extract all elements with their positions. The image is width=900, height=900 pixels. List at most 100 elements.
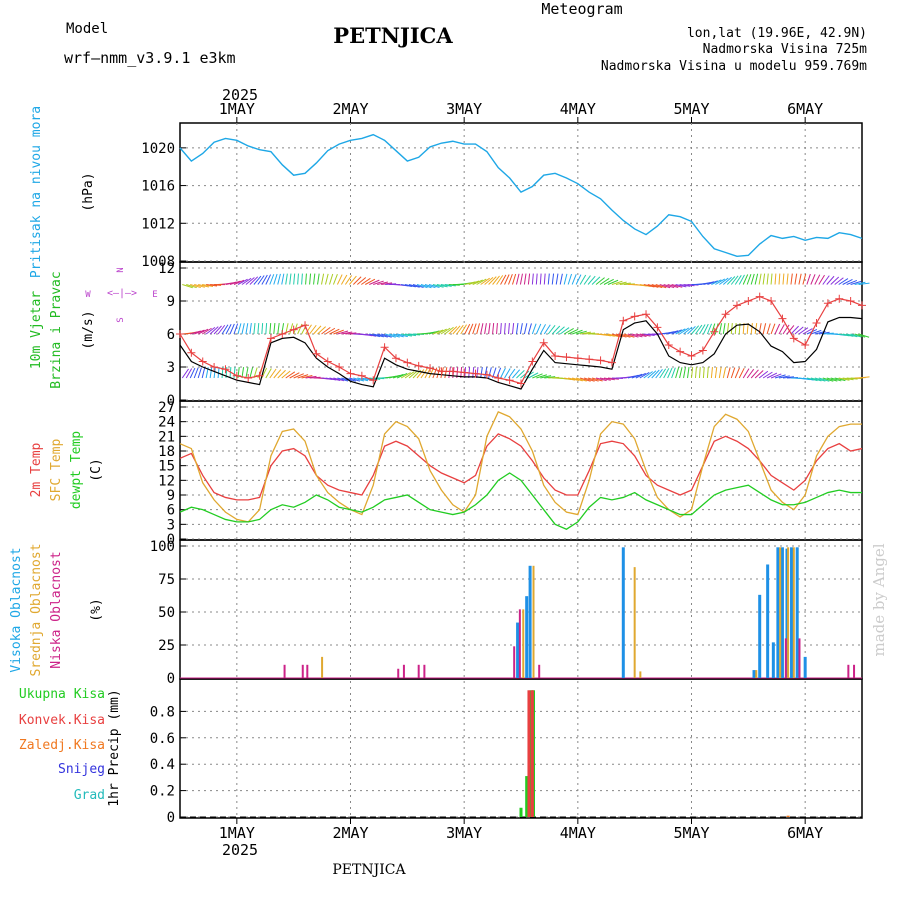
- low-cloud-title: Niska Oblacnost: [49, 551, 64, 668]
- wind-arrow: [567, 328, 579, 335]
- wind-arrow: [718, 323, 723, 335]
- wind-arrow: [527, 323, 532, 335]
- wind-gust-marker: [244, 374, 253, 382]
- wind-arrow: [273, 369, 282, 379]
- day-label-top: 5MAY: [673, 100, 709, 118]
- wind-gust-marker: [653, 323, 662, 332]
- y-tick-label: 24: [158, 415, 175, 431]
- wind-arrow: [591, 276, 601, 285]
- wind-arrow: [643, 333, 655, 337]
- panel-frames: [179, 122, 863, 819]
- wind-gust-marker: [357, 371, 366, 380]
- wind-arrow: [746, 322, 749, 335]
- y-tick-label: 9: [167, 294, 175, 310]
- y-tick-label: 1012: [141, 216, 175, 232]
- model-elevation-text: Nadmorska Visina u modelu 959.769m: [601, 59, 867, 74]
- wind-arrow: [583, 275, 591, 285]
- y-tick-label: 1008: [141, 254, 175, 270]
- wind-gust-marker: [732, 301, 741, 310]
- wind-arrow: [277, 369, 286, 379]
- wind-arrow: [730, 275, 739, 285]
- low-cloud-bar: [417, 664, 420, 678]
- wind-gust-marker: [301, 321, 310, 330]
- y-tick-label: 6: [167, 327, 175, 343]
- legend-hail: Grad: [74, 788, 105, 803]
- wind-arrow: [237, 278, 248, 285]
- panel-labels: Pritisak na nivou mora (hPa) 10m Vjetar …: [9, 106, 158, 807]
- wind-arrow: [309, 273, 312, 285]
- y-tick-label: 27: [158, 400, 175, 416]
- wind-gust-marker: [198, 357, 207, 366]
- day-label-top: 4MAY: [560, 100, 596, 118]
- wind-gust-marker: [232, 371, 241, 380]
- wind-arrow: [512, 369, 521, 379]
- wind-arrow: [814, 274, 821, 285]
- low-cloud-bar: [518, 609, 521, 678]
- wind-arrow: [750, 369, 759, 379]
- dew-title: dewpt Temp: [69, 431, 84, 509]
- wind-arrow: [655, 369, 663, 379]
- wind-arrow: [241, 323, 245, 335]
- wind-arrow: [253, 275, 262, 285]
- elevation-text: Nadmorska Visina 725m: [703, 42, 868, 57]
- wind-gust-marker: [210, 363, 219, 371]
- wind-arrow: [182, 284, 193, 289]
- wind-arrow: [539, 273, 542, 285]
- wind-arrow: [802, 328, 813, 335]
- wind-arrow: [694, 366, 697, 379]
- day-label-bottom: 2MAY: [332, 824, 368, 842]
- wind-arrow: [754, 273, 759, 285]
- wind-gust-marker: [630, 312, 639, 321]
- wind-arrow: [353, 377, 365, 382]
- wind-gust-marker: [744, 297, 753, 305]
- day-label-top: 2MAY: [332, 100, 368, 118]
- wind-arrow: [476, 278, 487, 285]
- wind-arrow: [448, 367, 451, 379]
- wind-arrow: [440, 284, 452, 287]
- wind-arrow: [369, 333, 381, 338]
- wind-arrow: [591, 377, 603, 382]
- wind-arrow: [571, 329, 583, 335]
- wind-arrow: [249, 276, 259, 285]
- wind-arrow: [480, 277, 490, 285]
- high-cloud-bar: [766, 564, 770, 678]
- wind-gust-marker: [391, 354, 400, 363]
- wind-gust-marker: [858, 301, 866, 310]
- wind-gust-marker: [710, 327, 719, 336]
- precip-conv-bar: [527, 690, 531, 817]
- wind-gust-marker: [767, 297, 776, 305]
- wind-arrow: [810, 329, 822, 335]
- wind-gust-marker: [448, 367, 457, 376]
- y-tick-label: 75: [158, 572, 175, 588]
- wind-gust-marker: [278, 330, 287, 338]
- wind-arrow: [460, 324, 467, 335]
- wind-arrow: [635, 333, 647, 338]
- wind-arrow: [408, 284, 420, 288]
- wind-arrow: [396, 373, 408, 379]
- wind-arrow: [233, 367, 236, 379]
- low-cloud-bar: [397, 668, 400, 678]
- wind-arrow: [806, 377, 818, 382]
- wind-arrow: [504, 322, 506, 335]
- wind-arrow: [607, 377, 619, 380]
- wind-arrow: [639, 284, 651, 288]
- wind-arrow: [396, 333, 408, 338]
- wind-arrow: [770, 273, 773, 285]
- wind-arrow: [293, 373, 304, 379]
- wind-arrow: [627, 374, 639, 379]
- wind-arrow: [547, 325, 556, 335]
- y-tick-label: 3: [167, 517, 175, 533]
- wind-arrow: [301, 273, 303, 285]
- wind-arrow: [643, 371, 653, 379]
- wind-arrow: [691, 325, 700, 335]
- wind-arrow: [428, 284, 440, 289]
- wind-arrow: [766, 273, 769, 285]
- wind-arrow: [619, 282, 631, 285]
- wind-gust-marker: [187, 348, 196, 357]
- wind-arrow: [190, 330, 201, 335]
- low-cloud-bar: [423, 664, 426, 678]
- wind-arrow: [663, 368, 670, 379]
- day-label-bottom: 3MAY: [446, 824, 482, 842]
- high-cloud-bar: [780, 547, 784, 678]
- high-cloud-bar: [771, 642, 775, 678]
